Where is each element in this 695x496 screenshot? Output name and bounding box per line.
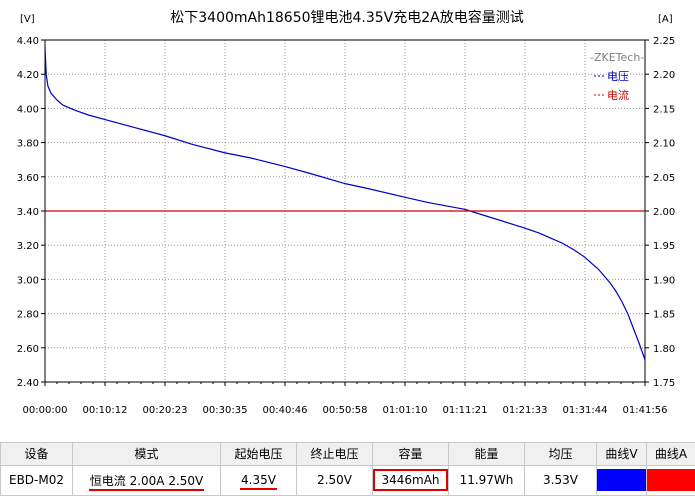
info-table-header-row: 设备 模式 起始电压 终止电压 容量 能量 均压 曲线V 曲线A: [0, 442, 695, 466]
value-curve-a[interactable]: [646, 464, 695, 496]
voltage-series-line: [44, 46, 646, 360]
header-curve-v: 曲线V: [596, 442, 647, 466]
info-table: 设备 模式 起始电压 终止电压 容量 能量 均压 曲线V 曲线A EBD-M02…: [0, 442, 695, 496]
header-capacity: 容量: [372, 442, 449, 466]
right-axis-unit: [A]: [658, 14, 673, 25]
header-start-voltage: 起始电压: [220, 442, 297, 466]
x-tick-label: 00:50:58: [323, 405, 368, 416]
value-device: EBD-M02: [0, 464, 73, 496]
axis-ticks: 2.40 1.75 2.60 1.80 2.80 1.85 3.00 1.90 3.20 1.95…: [17, 36, 676, 416]
y-right-tick-label: 1.95: [653, 241, 675, 252]
capacity-highlight-box: 3446mAh: [373, 469, 448, 492]
value-capacity: 3446mAh: [372, 464, 449, 496]
chart: 松下3400mAh18650锂电池4.35V充电2A放电容量测试 [V] [A]…: [17, 9, 676, 416]
y-right-tick-label: 2.15: [653, 104, 675, 115]
y-left-tick-label: 2.40: [17, 378, 39, 389]
y-left-tick-label: 3.60: [17, 173, 39, 184]
x-tick-label: 01:21:33: [503, 405, 548, 416]
curve-v-color-swatch[interactable]: [597, 469, 646, 492]
y-right-tick-label: 1.80: [653, 344, 675, 355]
x-tick-label: 01:31:44: [563, 405, 608, 416]
y-right-tick-label: 1.90: [653, 275, 675, 286]
x-tick-label: 01:01:10: [383, 405, 428, 416]
x-tick-label: 00:10:12: [83, 405, 128, 416]
y-left-tick-label: 2.80: [17, 310, 39, 321]
header-mode: 模式: [72, 442, 221, 466]
legend-label-current: 电流: [607, 88, 629, 102]
legend-label-voltage: 电压: [607, 70, 629, 83]
left-axis-unit: [V]: [20, 14, 35, 25]
value-energy: 11.97Wh: [448, 464, 525, 496]
y-left-tick-label: 3.20: [17, 241, 39, 252]
y-left-tick-label: 4.20: [17, 70, 39, 81]
value-avg-voltage: 3.53V: [524, 464, 597, 496]
x-tick-label: 00:30:35: [203, 405, 248, 416]
value-mode: 恒电流 2.00A 2.50V: [72, 464, 221, 496]
y-left-tick-label: 2.60: [17, 344, 39, 355]
y-right-tick-label: 2.10: [653, 139, 675, 150]
x-tick-label: 01:41:56: [623, 405, 668, 416]
watermark: -ZKETech-: [590, 51, 644, 64]
series-lines: [44, 46, 646, 360]
x-tick-label: 00:40:46: [263, 405, 308, 416]
y-left-tick-label: 4.40: [17, 36, 39, 47]
mode-underline: 恒电流 2.00A 2.50V: [88, 473, 205, 491]
value-end-voltage: 2.50V: [296, 464, 373, 496]
header-end-voltage: 终止电压: [296, 442, 373, 466]
header-avg-voltage: 均压: [524, 442, 597, 466]
value-curve-v[interactable]: [596, 464, 647, 496]
y-right-tick-label: 2.25: [653, 36, 675, 47]
legend: 电压 电流: [594, 70, 629, 102]
mode-current: 2.00A: [129, 473, 165, 488]
start-voltage-underlined: 4.35V: [240, 473, 277, 491]
y-right-tick-label: 1.85: [653, 310, 675, 321]
y-left-tick-label: 3.80: [17, 139, 39, 150]
mode-voltage: 2.50V: [168, 473, 204, 488]
header-device: 设备: [0, 442, 73, 466]
mode-name: 恒电流: [89, 473, 126, 488]
y-left-tick-label: 4.00: [17, 104, 39, 115]
x-tick-label: 00:00:00: [23, 405, 68, 416]
curve-a-color-swatch[interactable]: [647, 469, 695, 492]
info-table-value-row: EBD-M02 恒电流 2.00A 2.50V 4.35V 2.50V 3446…: [0, 464, 695, 496]
header-curve-a: 曲线A: [646, 442, 695, 466]
x-tick-label: 00:20:23: [143, 405, 188, 416]
value-start-voltage: 4.35V: [220, 464, 297, 496]
y-right-tick-label: 2.05: [653, 173, 675, 184]
y-left-tick-label: 3.00: [17, 275, 39, 286]
y-right-tick-label: 2.00: [653, 207, 675, 218]
y-left-tick-label: 3.40: [17, 207, 39, 218]
y-right-tick-label: 1.75: [653, 378, 675, 389]
header-energy: 能量: [448, 442, 525, 466]
y-right-tick-label: 2.20: [653, 70, 675, 81]
x-tick-label: 01:11:21: [443, 405, 488, 416]
chart-title: 松下3400mAh18650锂电池4.35V充电2A放电容量测试: [170, 9, 524, 26]
